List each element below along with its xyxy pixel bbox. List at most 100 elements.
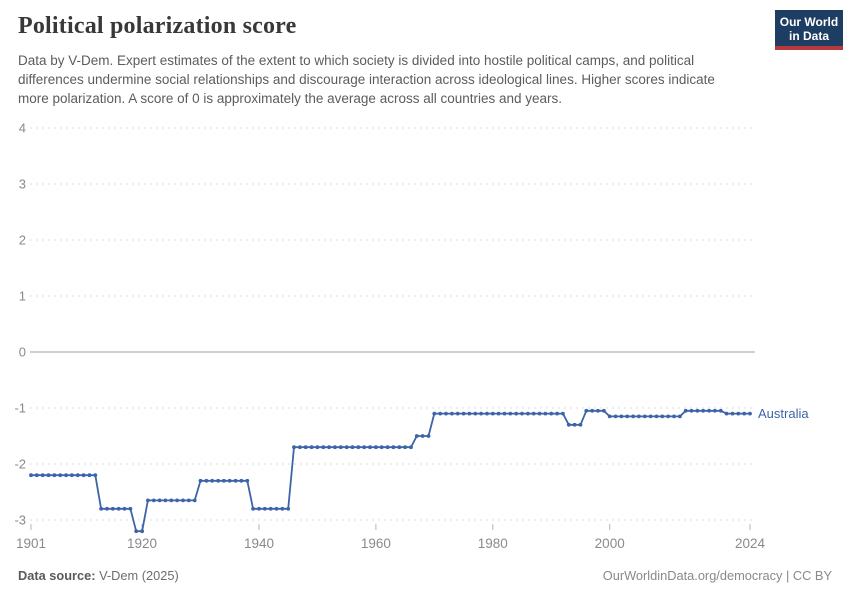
data-point[interactable]	[444, 411, 448, 416]
data-point[interactable]	[151, 498, 156, 503]
data-point[interactable]	[245, 478, 250, 483]
data-point[interactable]	[239, 478, 244, 483]
data-point[interactable]	[607, 414, 612, 419]
data-point[interactable]	[222, 478, 226, 483]
data-point[interactable]	[555, 411, 559, 416]
data-point[interactable]	[742, 411, 747, 416]
data-point[interactable]	[409, 445, 413, 450]
data-point[interactable]	[619, 414, 624, 419]
data-point[interactable]	[64, 473, 68, 478]
data-point[interactable]	[537, 411, 542, 416]
data-point[interactable]	[338, 445, 343, 450]
data-point[interactable]	[99, 506, 103, 511]
data-point[interactable]	[730, 411, 735, 416]
data-point[interactable]	[186, 498, 191, 503]
data-point[interactable]	[637, 414, 641, 419]
data-point[interactable]	[666, 414, 671, 419]
data-point[interactable]	[134, 529, 139, 534]
data-point[interactable]	[613, 414, 618, 419]
data-point[interactable]	[251, 506, 256, 511]
data-point[interactable]	[292, 445, 296, 450]
data-point[interactable]	[40, 473, 45, 478]
data-point[interactable]	[485, 411, 489, 416]
chart-line-australia[interactable]	[30, 409, 751, 533]
data-point[interactable]	[262, 506, 267, 511]
data-point[interactable]	[344, 445, 349, 450]
data-point[interactable]	[81, 473, 86, 478]
data-point[interactable]	[157, 498, 162, 503]
data-point[interactable]	[602, 408, 606, 413]
data-point[interactable]	[350, 445, 355, 450]
data-point[interactable]	[46, 473, 51, 478]
data-point[interactable]	[216, 478, 221, 483]
data-point[interactable]	[531, 411, 536, 416]
data-point[interactable]	[631, 414, 635, 419]
data-point[interactable]	[672, 414, 676, 419]
data-point[interactable]	[169, 498, 174, 503]
data-point[interactable]	[192, 498, 197, 503]
data-point[interactable]	[426, 434, 431, 438]
data-point[interactable]	[502, 411, 507, 416]
data-point[interactable]	[590, 408, 595, 413]
data-point[interactable]	[181, 498, 185, 503]
data-point[interactable]	[724, 411, 729, 416]
data-point[interactable]	[374, 445, 378, 450]
data-point[interactable]	[526, 411, 530, 416]
data-point[interactable]	[561, 411, 565, 416]
data-point[interactable]	[110, 506, 115, 511]
data-point[interactable]	[479, 411, 483, 416]
data-point[interactable]	[87, 473, 92, 478]
data-point[interactable]	[268, 506, 273, 511]
data-point[interactable]	[116, 506, 121, 511]
data-point[interactable]	[654, 414, 659, 419]
data-point[interactable]	[298, 445, 302, 450]
credit-link[interactable]: OurWorldinData.org/democracy | CC BY	[602, 568, 832, 583]
data-point[interactable]	[315, 445, 320, 450]
data-point[interactable]	[572, 422, 577, 427]
data-point[interactable]	[333, 445, 337, 450]
data-point[interactable]	[461, 411, 466, 416]
data-point[interactable]	[689, 408, 694, 413]
data-point[interactable]	[146, 498, 150, 503]
data-point[interactable]	[227, 478, 232, 483]
data-point[interactable]	[543, 411, 548, 416]
data-point[interactable]	[105, 506, 109, 511]
data-point[interactable]	[403, 445, 407, 450]
data-point[interactable]	[514, 411, 519, 416]
data-point[interactable]	[128, 506, 133, 511]
data-point[interactable]	[274, 506, 279, 511]
data-point[interactable]	[93, 473, 98, 478]
data-point[interactable]	[432, 411, 437, 416]
data-point[interactable]	[718, 408, 723, 413]
data-point[interactable]	[508, 411, 513, 416]
data-point[interactable]	[578, 422, 583, 427]
data-point[interactable]	[584, 408, 589, 413]
data-point[interactable]	[701, 408, 706, 413]
data-point[interactable]	[233, 478, 238, 483]
data-point[interactable]	[695, 408, 700, 413]
data-point[interactable]	[642, 414, 647, 419]
data-point[interactable]	[391, 445, 396, 450]
data-point[interactable]	[473, 411, 478, 416]
data-point[interactable]	[303, 445, 308, 450]
data-point[interactable]	[660, 414, 665, 419]
data-point[interactable]	[257, 506, 261, 511]
data-point[interactable]	[58, 473, 63, 478]
data-point[interactable]	[748, 411, 752, 416]
data-point[interactable]	[414, 434, 419, 438]
data-point[interactable]	[321, 445, 326, 450]
data-point[interactable]	[420, 434, 425, 438]
data-point[interactable]	[280, 506, 285, 511]
data-point[interactable]	[490, 411, 495, 416]
data-point[interactable]	[438, 411, 443, 416]
data-point[interactable]	[625, 414, 630, 419]
data-point[interactable]	[286, 506, 291, 511]
data-point[interactable]	[210, 478, 215, 483]
data-point[interactable]	[204, 478, 209, 483]
data-point[interactable]	[450, 411, 454, 416]
data-point[interactable]	[678, 414, 682, 419]
data-point[interactable]	[707, 408, 711, 413]
data-point[interactable]	[455, 411, 460, 416]
data-point[interactable]	[163, 498, 168, 503]
